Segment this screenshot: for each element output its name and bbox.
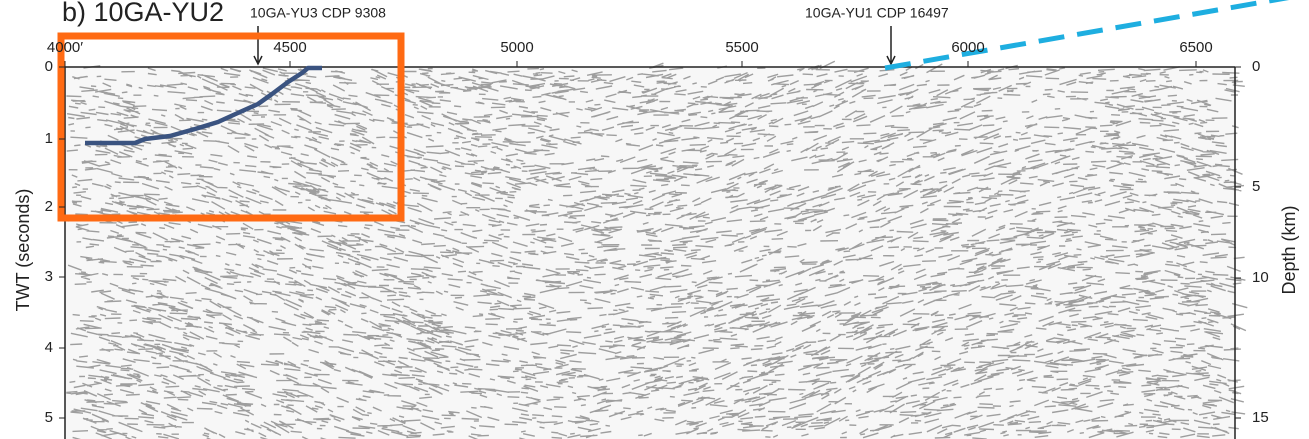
right-tick-label: 5 bbox=[1252, 178, 1260, 195]
left-tick-label: 2 bbox=[45, 198, 53, 215]
left-tick-label: 1 bbox=[45, 130, 53, 147]
left-tick-label: 5 bbox=[45, 409, 53, 426]
left-tick-label: 3 bbox=[45, 268, 53, 285]
right-tick-label: 10 bbox=[1252, 269, 1269, 286]
top-tick-label: 6500 bbox=[1179, 39, 1212, 56]
annotation: 10GA-YU3 CDP 9308 bbox=[250, 5, 386, 21]
arrow bbox=[887, 26, 895, 64]
page: b) 10GA-YU2 10GA-YU3 CDP 9308 10GA-YU1 C… bbox=[0, 0, 1309, 439]
left-tick-label: 4 bbox=[45, 339, 53, 356]
top-tick-label: 4000′ bbox=[47, 39, 83, 56]
figure: b) 10GA-YU2 10GA-YU3 CDP 9308 10GA-YU1 C… bbox=[0, 0, 1309, 439]
annotation: 10GA-YU1 CDP 16497 bbox=[805, 5, 949, 21]
right-axis-label: Depth (km) bbox=[1279, 205, 1299, 294]
top-tick-label: 6000 bbox=[951, 39, 984, 56]
arrow bbox=[254, 26, 262, 64]
top-tick-label: 4500 bbox=[273, 39, 306, 56]
right-tick-label: 0 bbox=[1252, 58, 1260, 75]
left-tick-label: 0 bbox=[45, 58, 53, 75]
right-tick-label: 15 bbox=[1252, 409, 1269, 426]
left-axis-label: TWT (seconds) bbox=[13, 189, 33, 312]
figure-title: b) 10GA-YU2 bbox=[62, 0, 224, 27]
top-tick-label: 5000 bbox=[500, 39, 533, 56]
top-tick-label: 5500 bbox=[725, 39, 758, 56]
